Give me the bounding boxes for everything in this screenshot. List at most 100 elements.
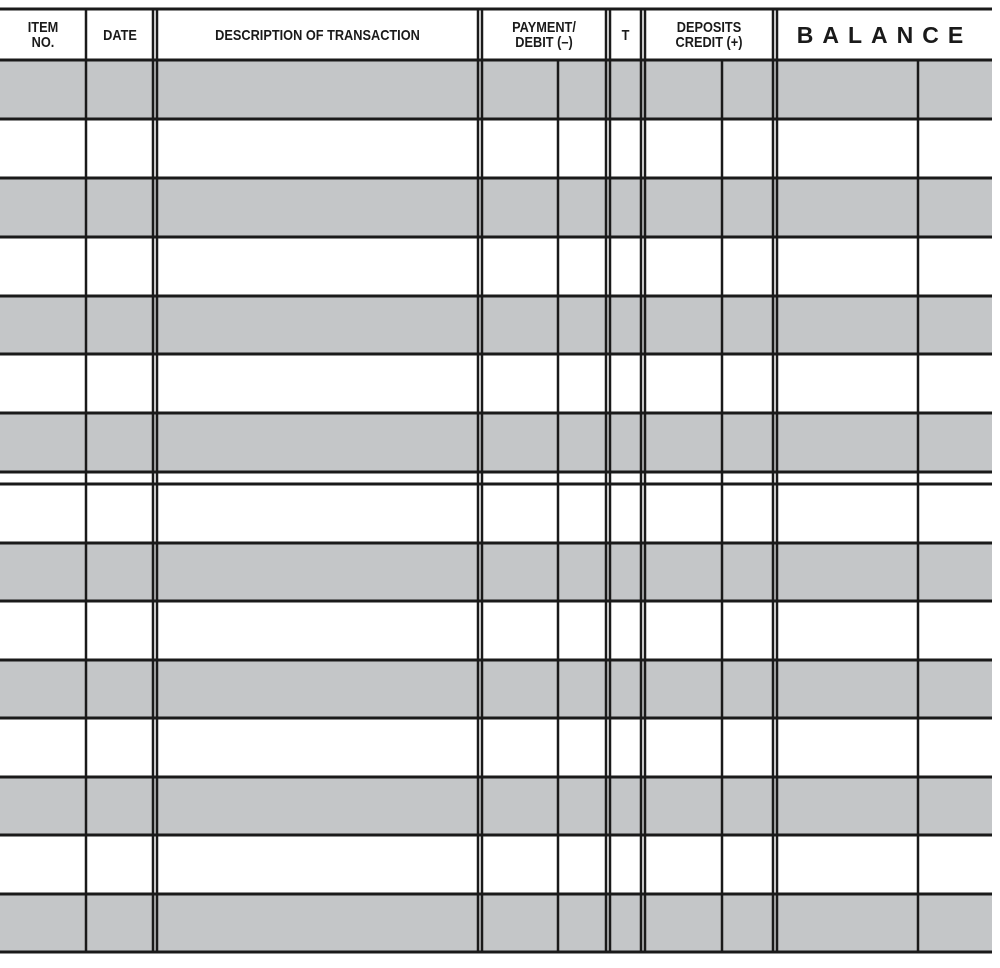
balance-cents-cell[interactable]	[918, 484, 992, 543]
deposit-dollars-cell[interactable]	[645, 718, 722, 777]
date-cell[interactable]	[86, 413, 153, 472]
deposit-cents-cell[interactable]	[722, 354, 773, 413]
t-check-cell[interactable]	[610, 718, 641, 777]
description-cell[interactable]	[157, 354, 478, 413]
payment-dollars-cell[interactable]	[482, 777, 558, 835]
balance-dollars-cell[interactable]	[777, 60, 918, 119]
t-check-cell[interactable]	[610, 296, 641, 354]
date-cell[interactable]	[86, 354, 153, 413]
balance-dollars-cell[interactable]	[777, 178, 918, 237]
deposit-dollars-cell[interactable]	[645, 894, 722, 952]
date-cell[interactable]	[86, 718, 153, 777]
deposit-dollars-cell[interactable]	[645, 60, 722, 119]
t-check-cell[interactable]	[610, 237, 641, 296]
item-no-cell[interactable]	[0, 354, 86, 413]
deposit-dollars-cell[interactable]	[645, 354, 722, 413]
date-cell[interactable]	[86, 296, 153, 354]
description-cell[interactable]	[157, 484, 478, 543]
description-cell[interactable]	[157, 178, 478, 237]
payment-cents-cell[interactable]	[558, 296, 606, 354]
deposit-cents-cell[interactable]	[722, 777, 773, 835]
payment-cents-cell[interactable]	[558, 718, 606, 777]
balance-dollars-cell[interactable]	[777, 484, 918, 543]
payment-cents-cell[interactable]	[558, 354, 606, 413]
payment-cents-cell[interactable]	[558, 413, 606, 472]
payment-dollars-cell[interactable]	[482, 660, 558, 718]
deposit-dollars-cell[interactable]	[645, 601, 722, 660]
item-no-cell[interactable]	[0, 296, 86, 354]
t-check-cell[interactable]	[610, 835, 641, 894]
item-no-cell[interactable]	[0, 777, 86, 835]
date-cell[interactable]	[86, 543, 153, 601]
t-check-cell[interactable]	[610, 601, 641, 660]
deposit-dollars-cell[interactable]	[645, 777, 722, 835]
payment-dollars-cell[interactable]	[482, 237, 558, 296]
balance-dollars-cell[interactable]	[777, 119, 918, 178]
deposit-cents-cell[interactable]	[722, 660, 773, 718]
date-cell[interactable]	[86, 660, 153, 718]
description-cell[interactable]	[157, 835, 478, 894]
balance-dollars-cell[interactable]	[777, 413, 918, 472]
payment-dollars-cell[interactable]	[482, 894, 558, 952]
payment-dollars-cell[interactable]	[482, 718, 558, 777]
description-cell[interactable]	[157, 543, 478, 601]
date-cell[interactable]	[86, 119, 153, 178]
deposit-dollars-cell[interactable]	[645, 119, 722, 178]
payment-cents-cell[interactable]	[558, 894, 606, 952]
payment-dollars-cell[interactable]	[482, 413, 558, 472]
deposit-cents-cell[interactable]	[722, 718, 773, 777]
balance-cents-cell[interactable]	[918, 835, 992, 894]
date-cell[interactable]	[86, 178, 153, 237]
payment-dollars-cell[interactable]	[482, 60, 558, 119]
item-no-cell[interactable]	[0, 484, 86, 543]
date-cell[interactable]	[86, 601, 153, 660]
item-no-cell[interactable]	[0, 718, 86, 777]
balance-cents-cell[interactable]	[918, 718, 992, 777]
balance-cents-cell[interactable]	[918, 60, 992, 119]
t-check-cell[interactable]	[610, 543, 641, 601]
balance-dollars-cell[interactable]	[777, 296, 918, 354]
description-cell[interactable]	[157, 296, 478, 354]
deposit-dollars-cell[interactable]	[645, 237, 722, 296]
deposit-dollars-cell[interactable]	[645, 178, 722, 237]
deposit-cents-cell[interactable]	[722, 178, 773, 237]
payment-cents-cell[interactable]	[558, 835, 606, 894]
deposit-dollars-cell[interactable]	[645, 543, 722, 601]
description-cell[interactable]	[157, 60, 478, 119]
payment-dollars-cell[interactable]	[482, 354, 558, 413]
t-check-cell[interactable]	[610, 354, 641, 413]
item-no-cell[interactable]	[0, 60, 86, 119]
item-no-cell[interactable]	[0, 543, 86, 601]
description-cell[interactable]	[157, 660, 478, 718]
deposit-cents-cell[interactable]	[722, 413, 773, 472]
t-check-cell[interactable]	[610, 894, 641, 952]
deposit-dollars-cell[interactable]	[645, 413, 722, 472]
payment-cents-cell[interactable]	[558, 119, 606, 178]
description-cell[interactable]	[157, 718, 478, 777]
item-no-cell[interactable]	[0, 178, 86, 237]
payment-dollars-cell[interactable]	[482, 178, 558, 237]
payment-dollars-cell[interactable]	[482, 119, 558, 178]
item-no-cell[interactable]	[0, 601, 86, 660]
deposit-cents-cell[interactable]	[722, 119, 773, 178]
date-cell[interactable]	[86, 835, 153, 894]
balance-cents-cell[interactable]	[918, 119, 992, 178]
balance-dollars-cell[interactable]	[777, 237, 918, 296]
payment-cents-cell[interactable]	[558, 660, 606, 718]
balance-dollars-cell[interactable]	[777, 601, 918, 660]
date-cell[interactable]	[86, 60, 153, 119]
deposit-dollars-cell[interactable]	[645, 835, 722, 894]
description-cell[interactable]	[157, 601, 478, 660]
t-check-cell[interactable]	[610, 413, 641, 472]
payment-dollars-cell[interactable]	[482, 484, 558, 543]
t-check-cell[interactable]	[610, 119, 641, 178]
payment-cents-cell[interactable]	[558, 777, 606, 835]
date-cell[interactable]	[86, 894, 153, 952]
item-no-cell[interactable]	[0, 894, 86, 952]
payment-cents-cell[interactable]	[558, 178, 606, 237]
date-cell[interactable]	[86, 777, 153, 835]
payment-dollars-cell[interactable]	[482, 835, 558, 894]
payment-cents-cell[interactable]	[558, 237, 606, 296]
balance-dollars-cell[interactable]	[777, 835, 918, 894]
balance-cents-cell[interactable]	[918, 777, 992, 835]
